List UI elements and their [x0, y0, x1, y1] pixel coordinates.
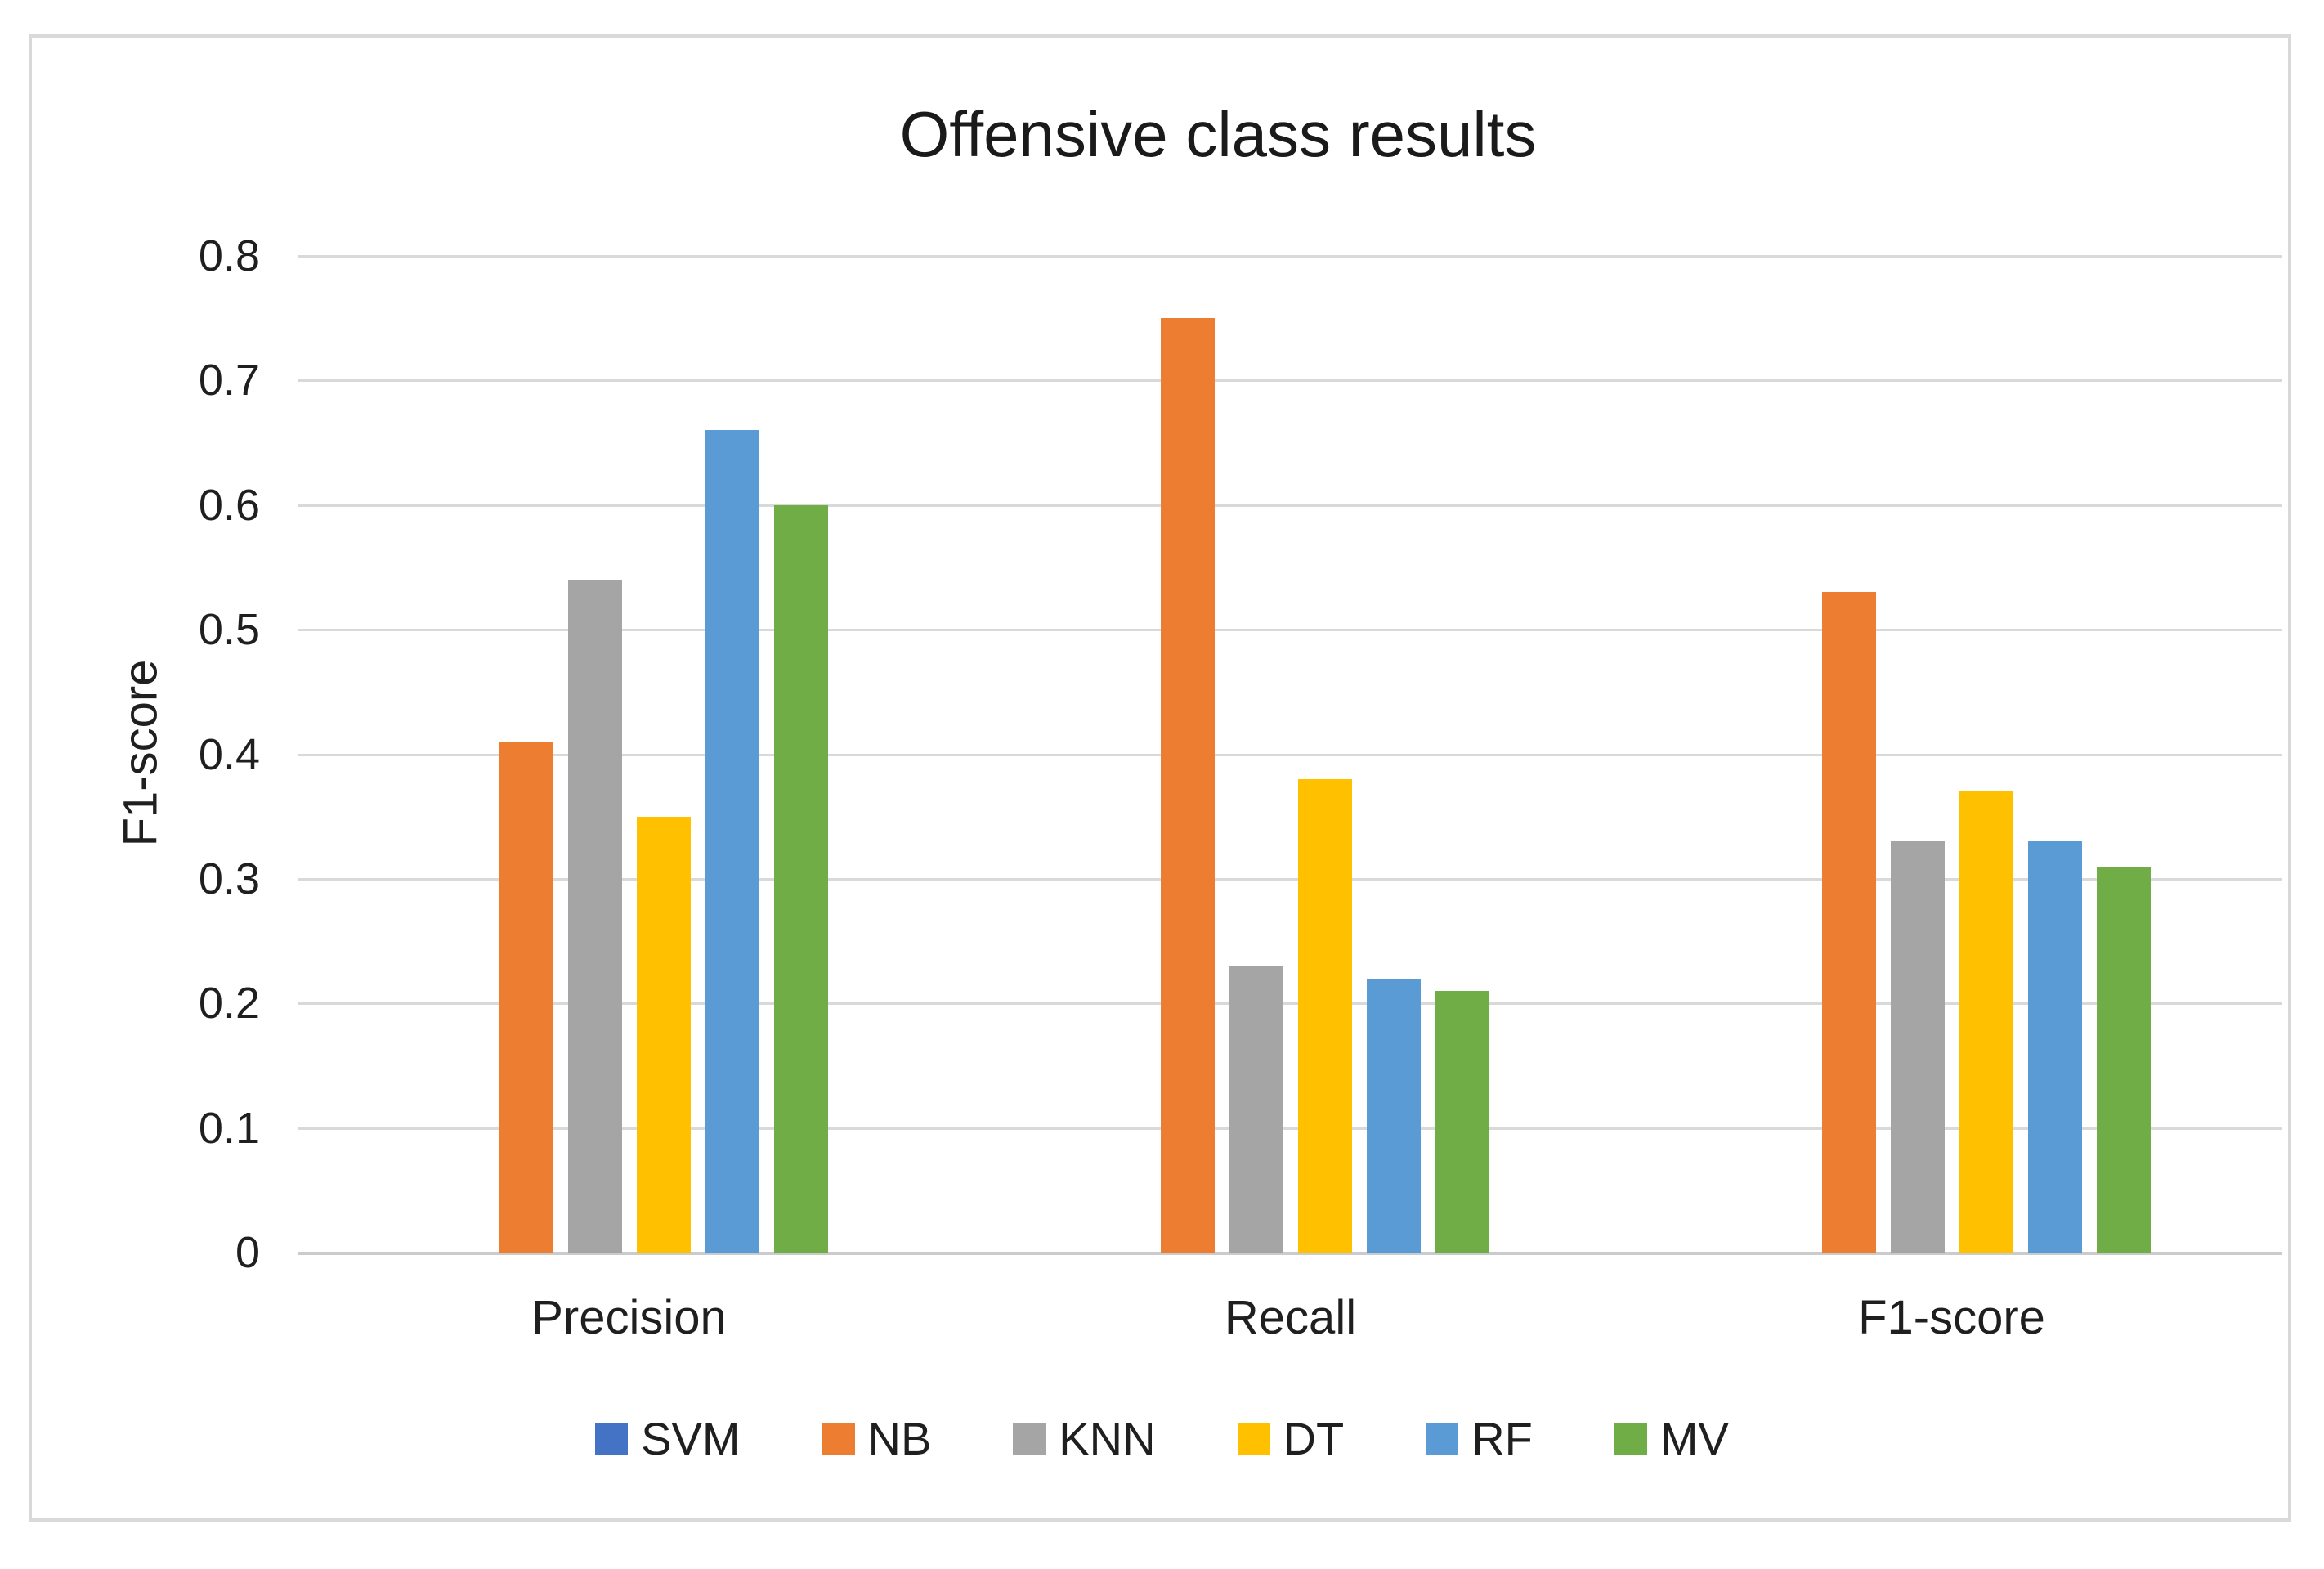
legend-item-nb: NB	[822, 1413, 932, 1464]
gridline-0.8	[298, 255, 2282, 258]
y-tick-label-0.7: 0.7	[198, 356, 260, 406]
gridline-0.3	[298, 877, 2282, 881]
y-tick-label-0.4: 0.4	[198, 729, 260, 779]
bar-dt-f1-score	[1959, 791, 2013, 1253]
bar-group-recall	[960, 318, 1621, 1253]
gridline-0.6	[298, 504, 2282, 507]
gridline-0.1	[298, 1127, 2282, 1130]
gridline-0.7	[298, 379, 2282, 383]
bar-rf-recall	[1366, 979, 1421, 1253]
legend-swatch-rf	[1426, 1423, 1459, 1455]
legend-swatch-mv	[1614, 1423, 1647, 1455]
y-tick-label-0.8: 0.8	[198, 231, 260, 280]
legend-swatch-svm	[595, 1423, 629, 1455]
y-tick-label-0.6: 0.6	[198, 480, 260, 530]
bar-rf-f1-score	[2027, 841, 2082, 1253]
legend-item-mv: MV	[1614, 1416, 1729, 1462]
gridline-0.2	[298, 1002, 2282, 1006]
y-tick-label-0.5: 0.5	[198, 605, 260, 655]
legend: SVM NB KNN DT RF MV	[0, 1416, 2324, 1462]
bar-mv-recall	[1435, 991, 1489, 1253]
gridline-0.5	[298, 629, 2282, 632]
legend-swatch-nb	[822, 1423, 855, 1455]
bar-mv-f1-score	[2096, 867, 2151, 1253]
y-tick-label-0.3: 0.3	[198, 854, 260, 903]
bar-group-precision	[298, 430, 960, 1253]
bar-nb-precision	[499, 742, 553, 1253]
chart-frame-border	[29, 34, 2291, 1522]
legend-label-knn: KNN	[1059, 1413, 1156, 1464]
gridline-0.4	[298, 753, 2282, 756]
bar-knn-recall	[1229, 966, 1283, 1253]
legend-swatch-knn	[1013, 1423, 1046, 1455]
x-category-label-f1-score: F1-score	[1858, 1291, 2045, 1344]
bar-knn-precision	[567, 580, 622, 1253]
legend-swatch-dt	[1237, 1423, 1270, 1455]
bar-rf-precision	[705, 430, 759, 1253]
bar-dt-recall	[1297, 779, 1352, 1253]
legend-item-knn: KNN	[1013, 1413, 1156, 1464]
x-category-label-precision: Precision	[531, 1291, 727, 1344]
legend-label-mv: MV	[1659, 1413, 1729, 1464]
x-axis-line	[298, 1252, 2282, 1255]
legend-item-rf: RF	[1426, 1416, 1533, 1462]
bar-nb-recall	[1160, 318, 1215, 1253]
bar-mv-precision	[773, 505, 828, 1253]
legend-label-svm: SVM	[641, 1413, 741, 1464]
legend-label-rf: RF	[1471, 1413, 1533, 1464]
y-tick-label-0.2: 0.2	[198, 979, 260, 1029]
y-tick-label-0: 0	[235, 1228, 260, 1277]
x-category-label-recall: Recall	[1224, 1291, 1357, 1344]
legend-label-dt: DT	[1283, 1413, 1345, 1464]
chart-title: Offensive class results	[899, 98, 1537, 170]
legend-item-dt: DT	[1237, 1413, 1345, 1464]
bar-nb-f1-score	[1821, 592, 1876, 1253]
legend-item-svm: SVM	[595, 1413, 741, 1464]
bar-group-f1-score	[1621, 592, 2282, 1253]
plot-area	[298, 204, 2282, 1255]
legend-label-nb: NB	[867, 1413, 932, 1464]
bar-dt-precision	[636, 817, 691, 1253]
bar-knn-f1-score	[1890, 841, 1945, 1253]
y-tick-label-0.1: 0.1	[198, 1103, 260, 1153]
